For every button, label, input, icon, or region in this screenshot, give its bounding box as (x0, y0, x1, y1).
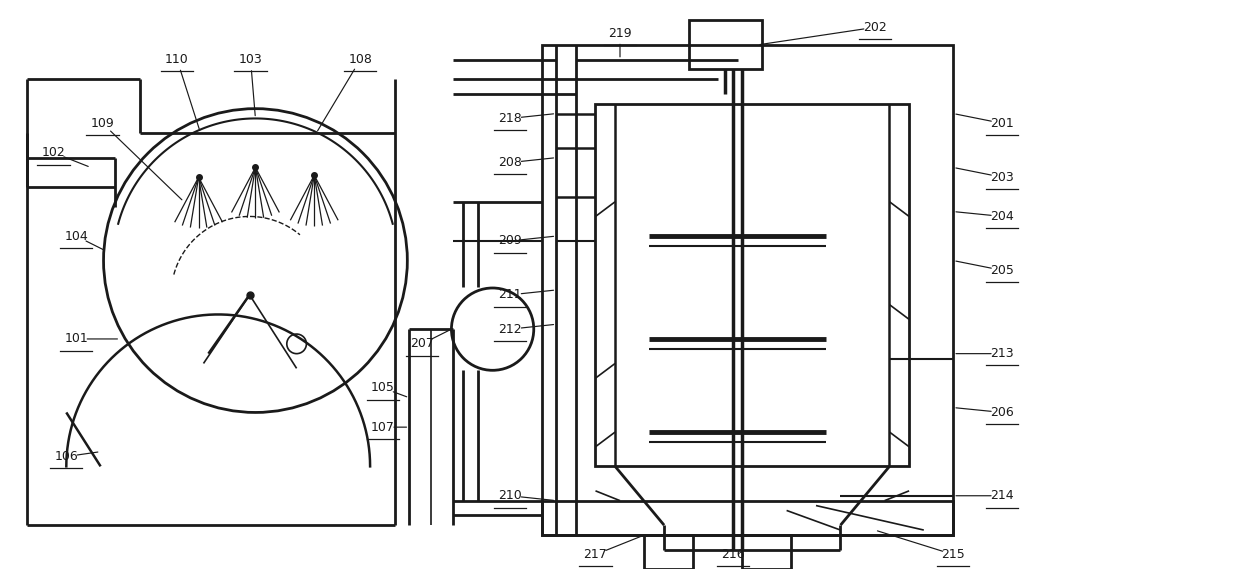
Text: 215: 215 (941, 548, 965, 561)
Text: 216: 216 (720, 548, 744, 561)
Text: 107: 107 (371, 421, 394, 434)
Bar (595, 104, 909, 466)
Text: 219: 219 (608, 26, 632, 40)
Text: 217: 217 (584, 548, 608, 561)
Text: 110: 110 (165, 53, 188, 66)
Text: 105: 105 (371, 381, 394, 394)
Text: 102: 102 (42, 146, 66, 159)
Bar (645, 535, 693, 569)
Text: 203: 203 (991, 171, 1014, 184)
Text: 109: 109 (91, 117, 114, 130)
Text: 106: 106 (55, 450, 78, 463)
Text: 103: 103 (238, 53, 263, 66)
Bar (542, 45, 954, 535)
Text: 211: 211 (498, 288, 522, 301)
Text: 104: 104 (64, 229, 88, 243)
Text: 108: 108 (348, 53, 372, 66)
Text: 212: 212 (498, 323, 522, 336)
Text: 209: 209 (498, 235, 522, 247)
Text: 213: 213 (991, 347, 1014, 360)
Bar (688, 21, 763, 70)
Text: 208: 208 (498, 156, 522, 169)
Text: 204: 204 (991, 210, 1014, 223)
Text: 218: 218 (498, 112, 522, 125)
Text: 206: 206 (991, 406, 1014, 419)
Text: 214: 214 (991, 489, 1014, 502)
Text: 207: 207 (410, 338, 434, 350)
Text: 202: 202 (863, 21, 887, 34)
Bar (743, 535, 791, 569)
Text: 210: 210 (498, 489, 522, 502)
Bar (542, 501, 954, 535)
Text: 205: 205 (991, 264, 1014, 277)
Text: 101: 101 (64, 332, 88, 346)
Text: 201: 201 (991, 117, 1014, 130)
